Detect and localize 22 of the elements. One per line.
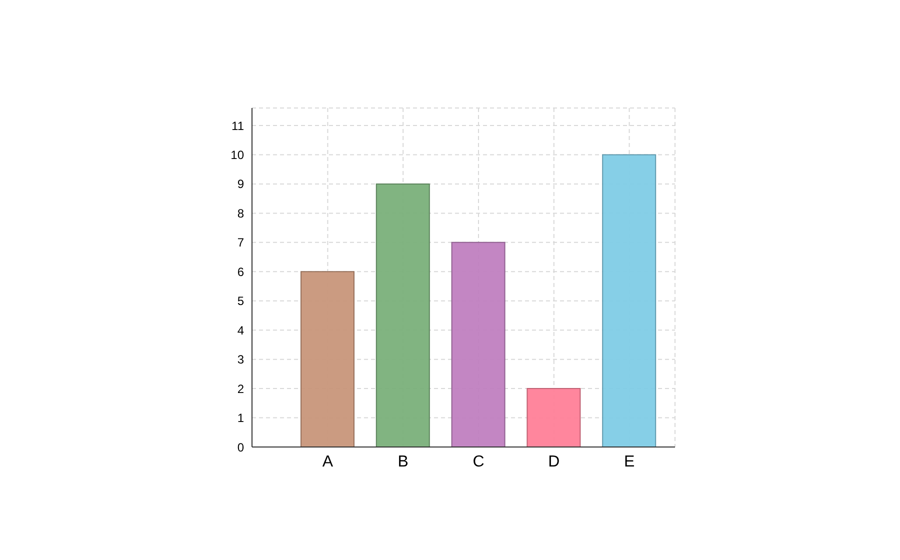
bar bbox=[376, 183, 430, 447]
bar bbox=[300, 271, 354, 447]
y-tick-label: 3 bbox=[237, 352, 244, 367]
x-tick-label: B bbox=[398, 453, 408, 470]
x-tick-label: E bbox=[624, 453, 635, 470]
y-tick-label: 4 bbox=[237, 323, 244, 338]
x-tick-label: D bbox=[548, 453, 560, 470]
y-tick-label: 7 bbox=[237, 236, 244, 250]
y-tick-label: 1 bbox=[237, 411, 244, 426]
y-tick-label: 11 bbox=[232, 118, 244, 133]
y-tick-label: 5 bbox=[237, 294, 244, 308]
y-tick-label: 8 bbox=[237, 206, 244, 220]
bar bbox=[526, 388, 581, 447]
y-tick-label: 0 bbox=[237, 440, 244, 454]
y-tick-label: 9 bbox=[237, 177, 244, 192]
x-tick-label: A bbox=[322, 453, 334, 470]
y-tick-label: 2 bbox=[237, 382, 244, 396]
x-tick-label: C bbox=[472, 453, 484, 470]
bar bbox=[451, 242, 506, 447]
bar bbox=[602, 154, 656, 447]
y-tick-label: 6 bbox=[237, 264, 244, 279]
y-tick-label: 10 bbox=[230, 148, 244, 162]
